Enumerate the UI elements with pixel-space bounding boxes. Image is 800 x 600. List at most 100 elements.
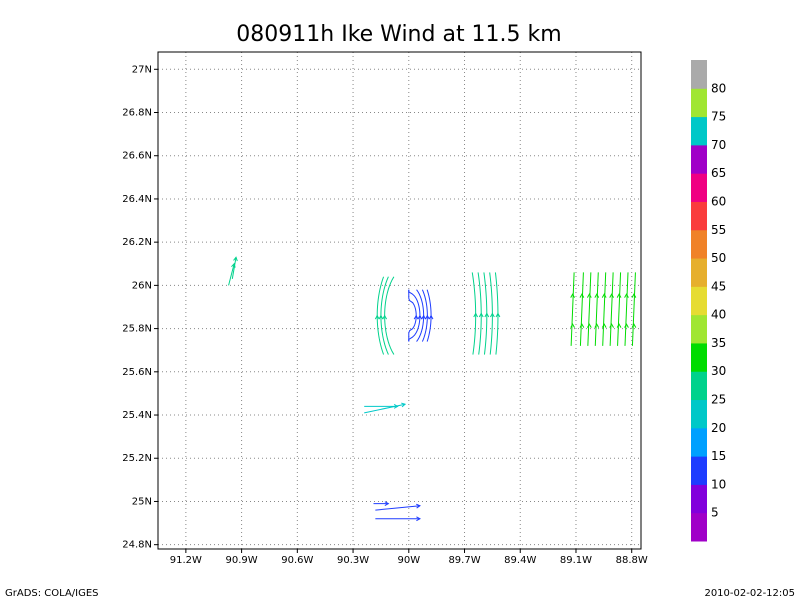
y-tick-label: 26.8N xyxy=(122,108,152,119)
colorbar-label: 75 xyxy=(711,110,726,124)
colorbar-label: 25 xyxy=(711,393,726,407)
vector-arrowhead xyxy=(579,323,585,328)
colorbar-segment xyxy=(691,201,707,231)
vector-arrowhead xyxy=(594,323,600,328)
y-tick-label: 25N xyxy=(132,496,152,507)
vector-line xyxy=(617,272,622,346)
vector-arrowhead xyxy=(428,314,434,320)
y-tick-label: 26N xyxy=(132,280,152,291)
vector-arrowhead xyxy=(473,312,479,318)
vector-arrowhead xyxy=(616,293,622,298)
vector-arrowhead xyxy=(382,314,388,320)
x-tick-label: 88.8W xyxy=(616,555,648,566)
wind-vector xyxy=(375,505,420,511)
colorbar-segment xyxy=(691,88,707,118)
x-tick-label: 89.7W xyxy=(448,555,480,566)
colorbar-segment xyxy=(691,512,707,542)
y-tick-label: 25.6N xyxy=(122,367,152,378)
y-tick-label: 24.8N xyxy=(122,540,152,551)
vector-arrowhead xyxy=(579,293,585,298)
vector-arrowhead xyxy=(401,402,407,408)
vector-line xyxy=(570,272,575,346)
x-axis-ticks: 91.2W 90.9W 90.6W 90.3W 90W 89.7W 89.4W 89.1W 88… xyxy=(170,549,648,566)
colorbar-segment xyxy=(691,286,707,316)
x-tick-label: 90.9W xyxy=(226,555,258,566)
vector-arrowhead xyxy=(586,293,592,298)
plot-frame xyxy=(157,51,642,550)
colorbar-segment xyxy=(691,342,707,372)
colorbar-segment xyxy=(691,314,707,344)
vector-arrowhead xyxy=(484,312,490,318)
colorbar-label: 55 xyxy=(711,223,726,237)
vector-arrowhead xyxy=(616,323,622,328)
vector-arrowhead xyxy=(495,312,501,318)
grid-lines xyxy=(158,52,641,549)
colorbar-label: 5 xyxy=(711,506,719,520)
chart-title: 080911h Ike Wind at 11.5 km xyxy=(236,22,561,47)
colorbar-label: 60 xyxy=(711,194,726,208)
y-tick-label: 25.4N xyxy=(122,410,152,421)
vector-line xyxy=(579,272,584,346)
vector-arrowhead xyxy=(374,314,380,320)
vector-line xyxy=(587,272,592,346)
colorbar-segment xyxy=(691,229,707,259)
vector-line xyxy=(624,272,629,346)
vector-line xyxy=(609,272,614,346)
colorbar: 5 10 15 20 25 30 35 40 45 50 55 60 65 70 75 80 xyxy=(691,60,726,542)
colorbar-segment xyxy=(691,484,707,514)
colorbar-segment xyxy=(691,427,707,457)
colorbar-label: 20 xyxy=(711,421,726,435)
vector-arrowhead xyxy=(490,312,495,318)
vector-arrowhead xyxy=(594,293,600,298)
vector-arrowhead xyxy=(609,293,614,298)
vector-arrowhead xyxy=(601,323,607,328)
colorbar-label: 45 xyxy=(711,279,726,293)
vector-arrowhead xyxy=(570,323,575,328)
vector-arc xyxy=(384,276,395,355)
y-tick-label: 26.4N xyxy=(122,194,152,205)
colorbar-label: 70 xyxy=(711,138,726,152)
colorbar-segment xyxy=(691,258,707,287)
colorbar-segment xyxy=(691,144,707,174)
wind-vector xyxy=(364,403,406,414)
vector-arrowhead xyxy=(631,293,637,298)
colorbar-label: 35 xyxy=(711,336,726,350)
colorbar-label: 10 xyxy=(711,477,726,491)
vector-arrowhead xyxy=(624,323,629,328)
vector-arrowhead xyxy=(233,256,238,262)
vector-arrowhead xyxy=(378,314,384,320)
wind-vector xyxy=(231,257,237,279)
x-tick-label: 90.3W xyxy=(337,555,369,566)
wind-vector xyxy=(228,263,235,286)
colorbar-segment xyxy=(691,173,707,202)
y-tick-label: 25.2N xyxy=(122,453,152,464)
colorbar-label: 65 xyxy=(711,166,726,180)
colorbar-segment xyxy=(691,371,707,401)
colorbar-segment xyxy=(691,399,707,429)
colorbar-segment xyxy=(691,456,707,485)
vector-arrowhead xyxy=(586,323,592,328)
y-axis-ticks: 24.8N 25N 25.2N 25.4N 25.6N 25.8N 26N 26.2N 26.4… xyxy=(122,64,158,551)
vector-arc xyxy=(408,289,421,342)
vector-arrowhead xyxy=(417,314,423,320)
colorbar-label: 30 xyxy=(711,364,726,378)
colorbar-label: 40 xyxy=(711,308,726,322)
colorbar-label: 50 xyxy=(711,251,726,265)
y-tick-label: 25.8N xyxy=(122,324,152,335)
vector-arrowhead xyxy=(631,323,637,328)
y-tick-label: 26.6N xyxy=(122,151,152,162)
vector-arrowhead xyxy=(393,404,399,409)
x-tick-label: 90W xyxy=(397,555,420,566)
vector-arrowhead xyxy=(413,314,419,320)
colorbar-segment xyxy=(691,60,707,89)
wind-vectors xyxy=(228,256,637,522)
x-tick-label: 91.2W xyxy=(170,555,202,566)
footer-credit: GrADS: COLA/IGES xyxy=(5,588,99,599)
footer-timestamp: 2010-02-02-12:05 xyxy=(704,588,795,599)
vector-arrowhead xyxy=(609,323,614,328)
x-tick-label: 90.6W xyxy=(281,555,313,566)
vector-arrowhead xyxy=(570,293,575,298)
vector-arrowhead xyxy=(424,314,430,320)
y-tick-label: 27N xyxy=(132,64,152,75)
